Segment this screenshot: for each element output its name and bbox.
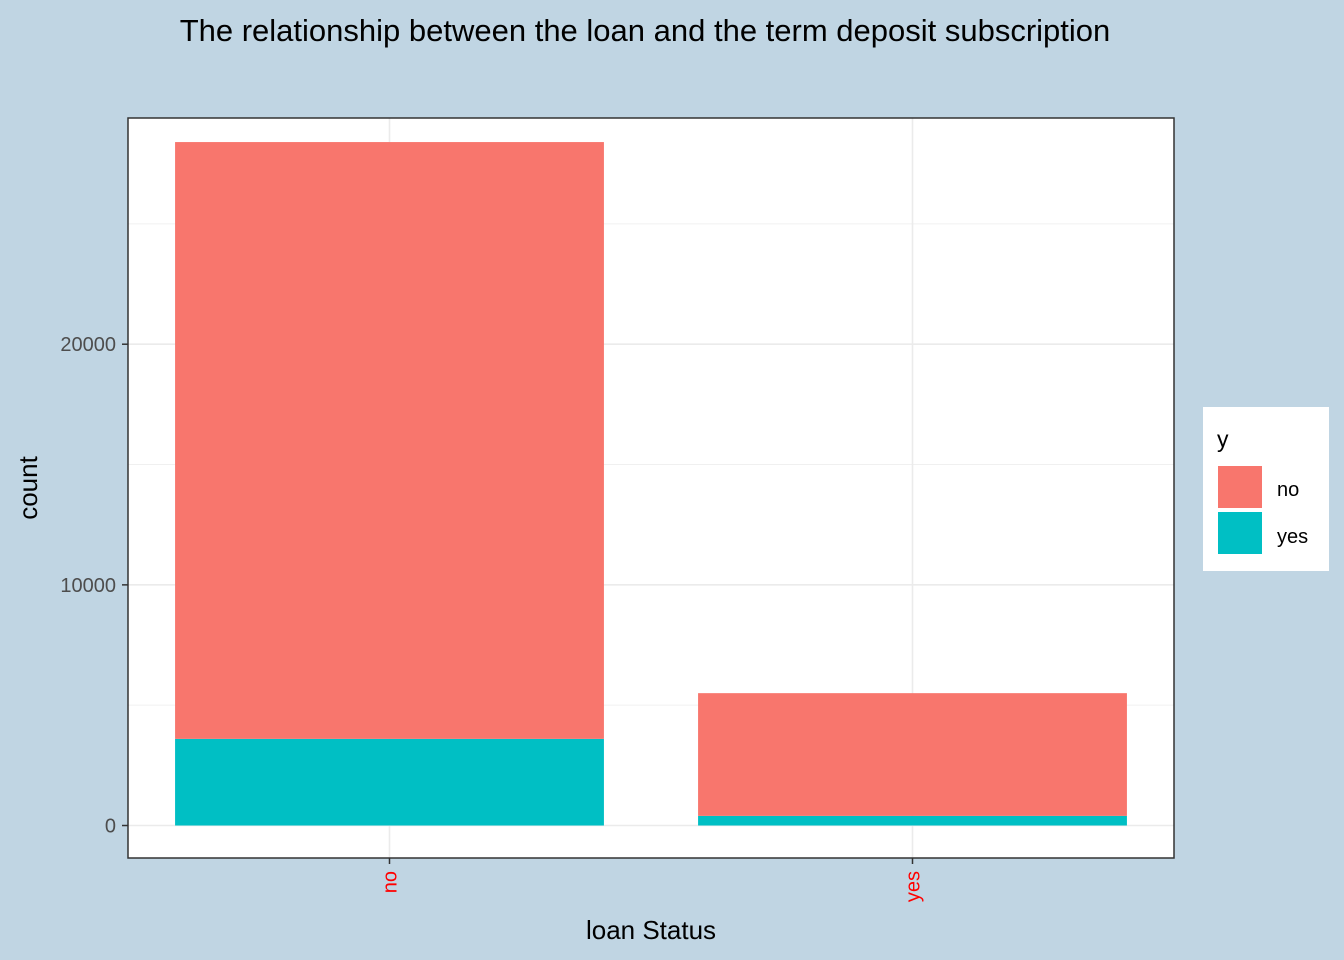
chart-title: The relationship between the loan and th… <box>180 13 1111 48</box>
legend-label-yes: yes <box>1277 526 1308 548</box>
legend-title: y <box>1217 426 1229 452</box>
y-axis-title: count <box>13 455 43 519</box>
x-axis-ticks: no yes <box>380 858 925 902</box>
x-tick-label: no <box>380 871 402 893</box>
legend-key-yes <box>1218 512 1262 554</box>
y-axis-ticks: 0 10000 20000 <box>60 334 128 838</box>
bar-yes-no <box>698 693 1127 816</box>
legend-label-no: no <box>1277 479 1299 501</box>
y-tick-label: 20000 <box>60 334 116 356</box>
x-axis-title: loan Status <box>586 915 716 945</box>
y-tick-label: 0 <box>105 816 116 838</box>
x-tick-label: yes <box>903 871 925 902</box>
bar-no-yes <box>175 738 604 826</box>
bar-yes-yes <box>698 815 1127 826</box>
legend-key-no <box>1218 466 1262 508</box>
bar-no-no <box>175 142 604 739</box>
y-tick-label: 10000 <box>60 575 116 597</box>
bars <box>175 142 1127 826</box>
plot-panel-border <box>127 117 1175 859</box>
legend: y no yes <box>1203 407 1329 571</box>
